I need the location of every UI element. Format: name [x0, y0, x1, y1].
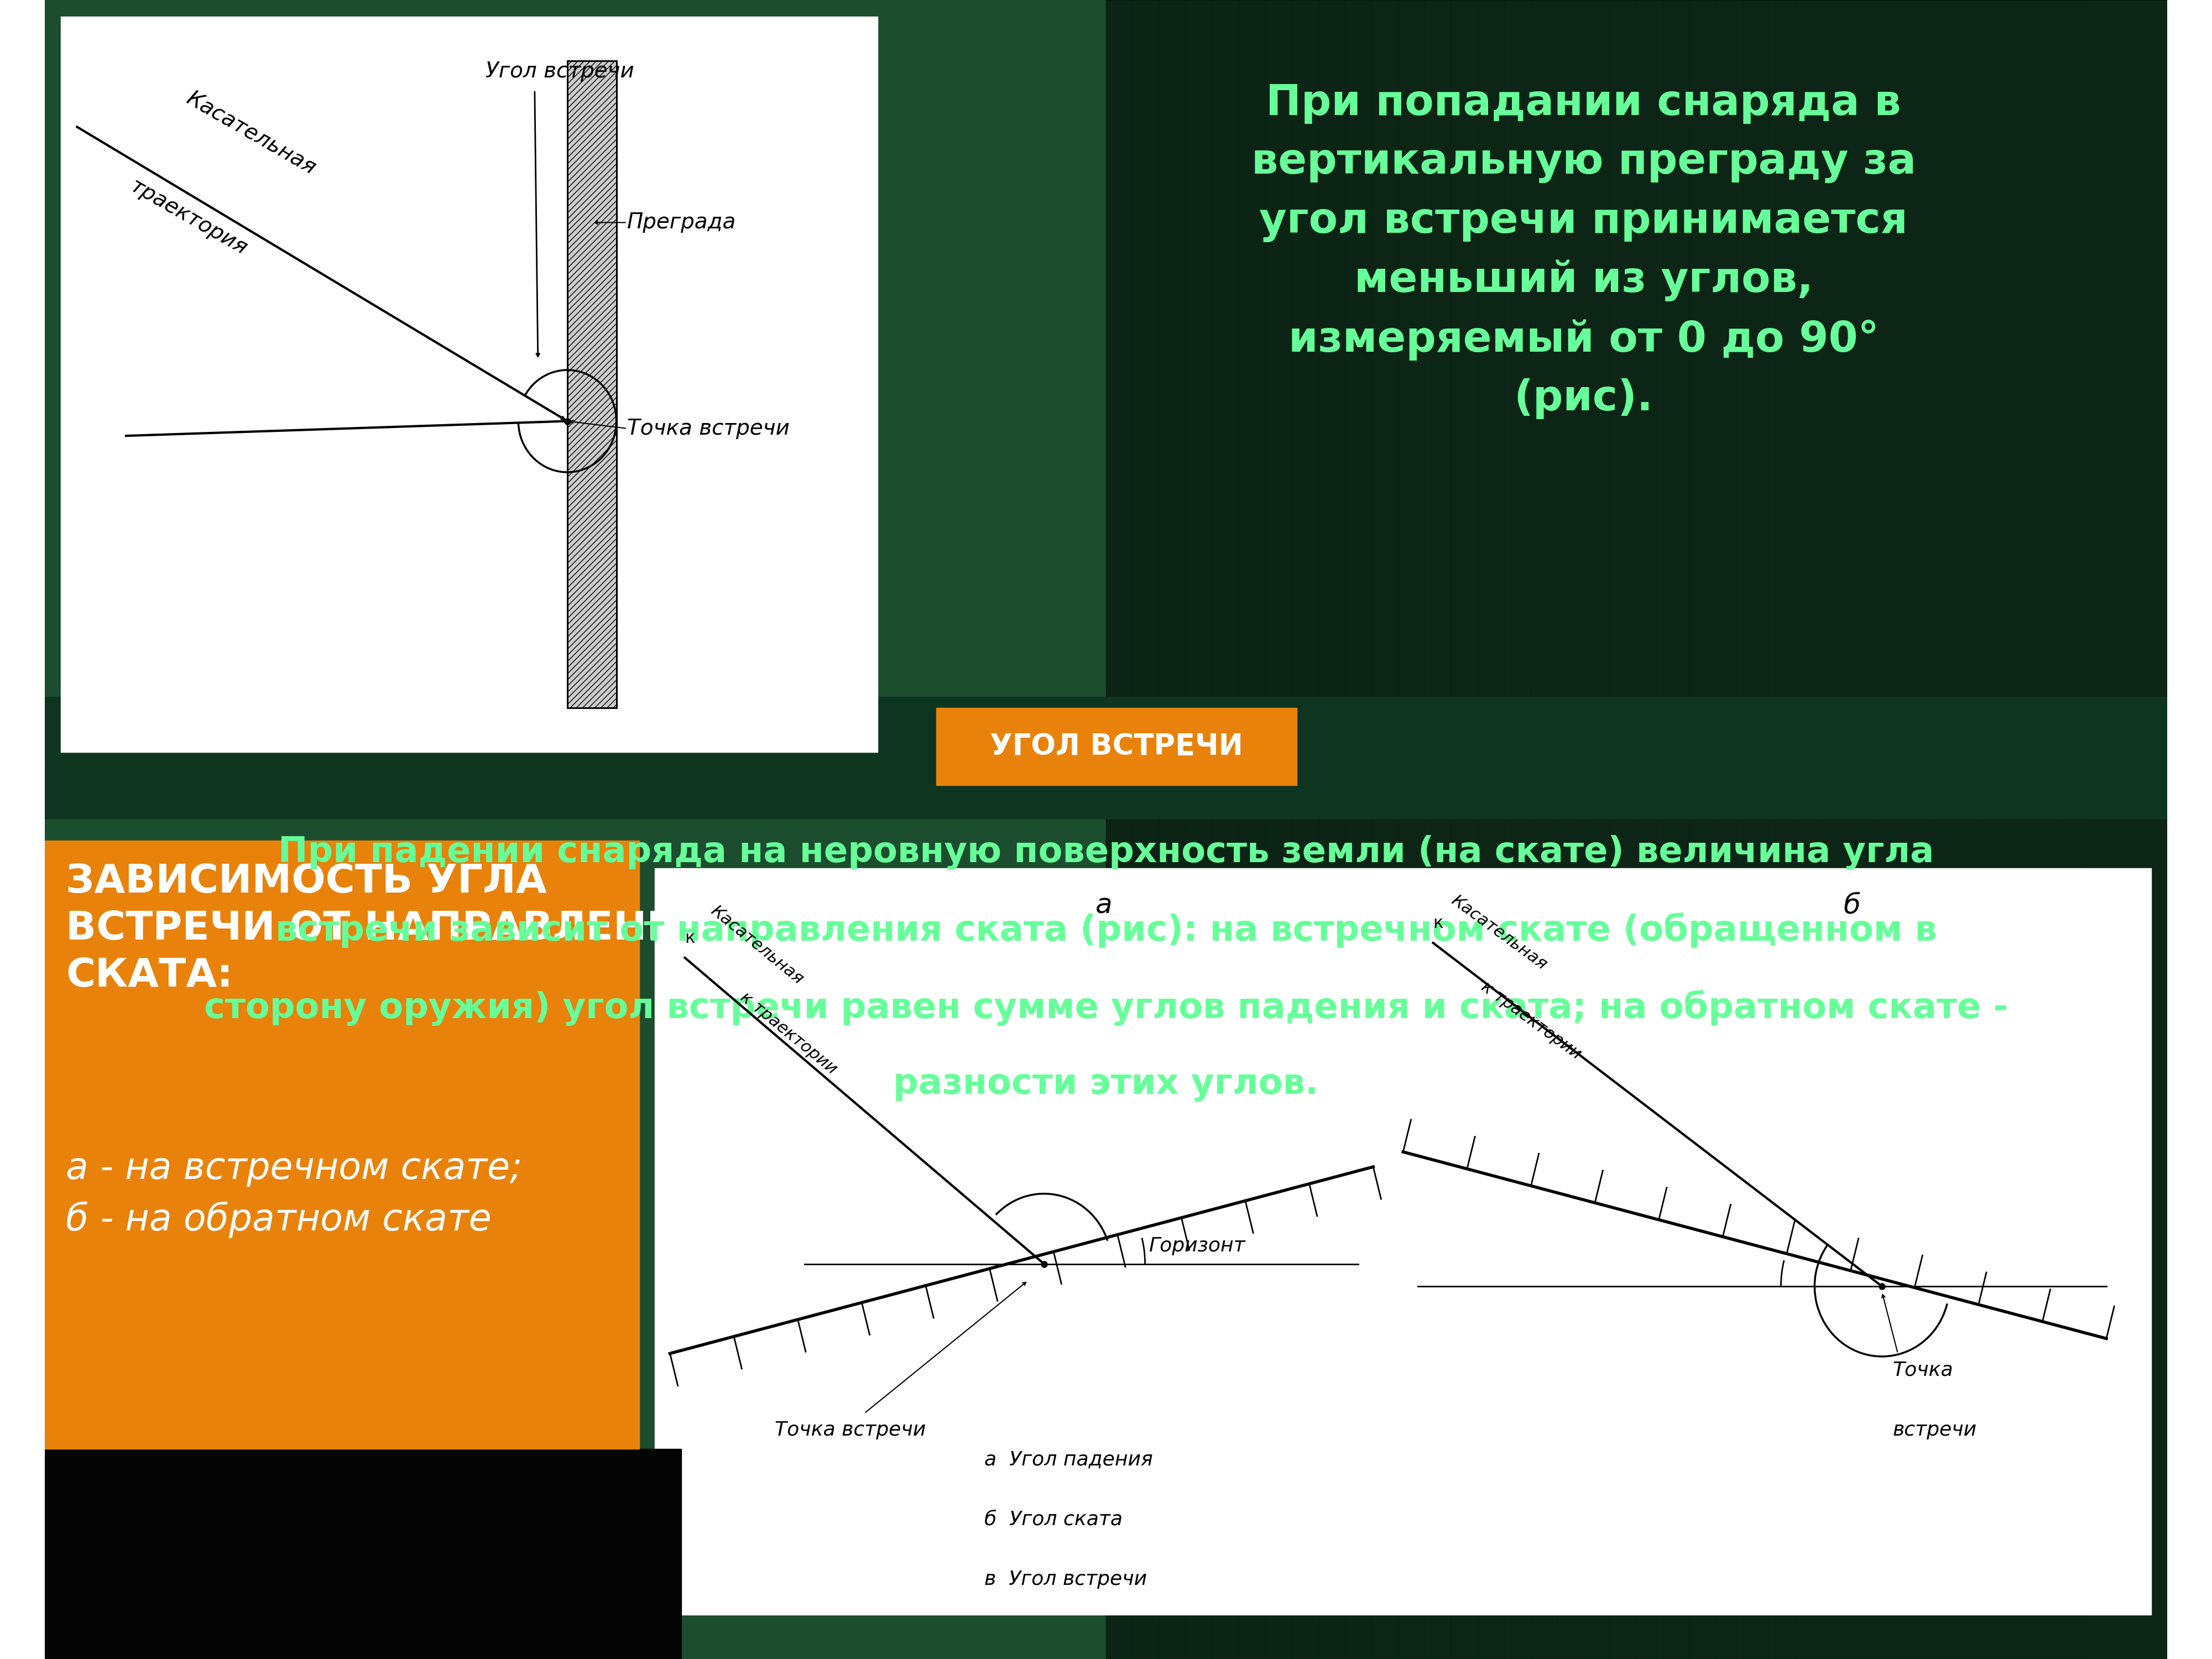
Bar: [1451, 0, 1478, 1659]
Text: Касательная: Касательная: [708, 902, 805, 987]
Text: встречи: встречи: [1893, 1420, 1978, 1440]
Text: Касательная: Касательная: [184, 88, 321, 179]
Text: Точка встречи: Точка встречи: [626, 418, 790, 440]
Bar: [566, 61, 617, 708]
Bar: [1212, 0, 1239, 1659]
Bar: [1849, 0, 1876, 1659]
Bar: [2008, 0, 2035, 1659]
Text: При попадании снаряда в
вертикальную преграду за
угол встречи принимается
меньши: При попадании снаряда в вертикальную пре…: [1252, 83, 1916, 420]
Bar: [2062, 0, 2088, 1659]
Text: а - на встречном скате;
б - на обратном скате: а - на встречном скате; б - на обратном …: [66, 1150, 522, 1238]
Bar: [1743, 0, 1770, 1659]
Text: сторону оружия) угол встречи равен сумме углов падения и ската; на обратном скат: сторону оружия) угол встречи равен сумме…: [204, 990, 2008, 1025]
Bar: [1770, 0, 1796, 1659]
Bar: [1239, 0, 1265, 1659]
Text: траектория: траектория: [126, 176, 250, 259]
Bar: [1159, 0, 1186, 1659]
Text: Касательная: Касательная: [1449, 893, 1551, 972]
Bar: [1425, 0, 1451, 1659]
Text: Точка: Точка: [1893, 1360, 1953, 1380]
Bar: [1504, 0, 1531, 1659]
Text: При падении снаряда на неровную поверхность земли (на скате) величина угла: При падении снаряда на неровную поверхно…: [279, 834, 1933, 869]
Bar: [936, 708, 1296, 785]
Text: разности этих углов.: разности этих углов.: [894, 1067, 1318, 1102]
Text: Преграда: Преграда: [626, 212, 737, 232]
Bar: [2088, 0, 2115, 1659]
Bar: [1318, 0, 1345, 1659]
Text: УГОЛ ВСТРЕЧИ: УГОЛ ВСТРЕЧИ: [991, 732, 1243, 761]
Bar: [1371, 0, 1398, 1659]
Bar: [1610, 0, 1637, 1659]
Bar: [2035, 0, 2062, 1659]
Bar: [1902, 0, 1929, 1659]
Text: к траектории: к траектории: [1478, 979, 1584, 1062]
Text: к: к: [1433, 916, 1442, 931]
Bar: [60, 17, 878, 752]
Bar: [1823, 0, 1849, 1659]
Text: Угол встречи: Угол встречи: [487, 61, 635, 81]
Bar: [2115, 0, 2141, 1659]
Text: встречи зависит от направления ската (рис): на встречном скате (обращенном в: встречи зависит от направления ската (ри…: [274, 912, 1938, 947]
Text: ЗАВИСИМОСТЬ УГЛА
ВСТРЕЧИ ОТ НАПРАВЛЕНИЯ
СКАТА:: ЗАВИСИМОСТЬ УГЛА ВСТРЕЧИ ОТ НАПРАВЛЕНИЯ …: [66, 863, 710, 995]
Bar: [1106, 0, 1133, 1659]
Bar: [1584, 0, 1610, 1659]
Bar: [1955, 0, 1982, 1659]
Text: а  Угол падения: а Угол падения: [984, 1450, 1152, 1470]
Bar: [1982, 0, 2008, 1659]
Bar: [1478, 0, 1504, 1659]
Bar: [44, 841, 639, 1448]
Bar: [1876, 0, 1902, 1659]
Bar: [655, 868, 2152, 1614]
Text: Точка встречи: Точка встречи: [774, 1420, 927, 1440]
Bar: [1690, 0, 1717, 1659]
Bar: [1557, 0, 1584, 1659]
Bar: [1531, 0, 1557, 1659]
Text: к траектории: к траектории: [737, 989, 841, 1077]
Bar: [2141, 0, 2168, 1659]
Bar: [1186, 0, 1212, 1659]
Bar: [44, 697, 2168, 818]
Text: к: к: [686, 931, 695, 946]
Text: б  Угол ската: б Угол ската: [984, 1510, 1121, 1530]
Bar: [1398, 0, 1425, 1659]
Bar: [1717, 0, 1743, 1659]
Bar: [1292, 0, 1318, 1659]
Text: в  Угол встречи: в Угол встречи: [984, 1569, 1146, 1589]
Bar: [1345, 0, 1371, 1659]
Text: б: б: [1843, 893, 1860, 919]
Bar: [1796, 0, 1823, 1659]
Bar: [1133, 0, 1159, 1659]
Bar: [1929, 0, 1955, 1659]
Bar: [1265, 0, 1292, 1659]
Bar: [566, 61, 617, 708]
Bar: [1663, 0, 1690, 1659]
Text: Горизонт: Горизонт: [1148, 1238, 1245, 1256]
Bar: [1106, 0, 2168, 1659]
Bar: [44, 1448, 681, 1659]
Bar: [1637, 0, 1663, 1659]
Text: а: а: [1095, 893, 1113, 919]
